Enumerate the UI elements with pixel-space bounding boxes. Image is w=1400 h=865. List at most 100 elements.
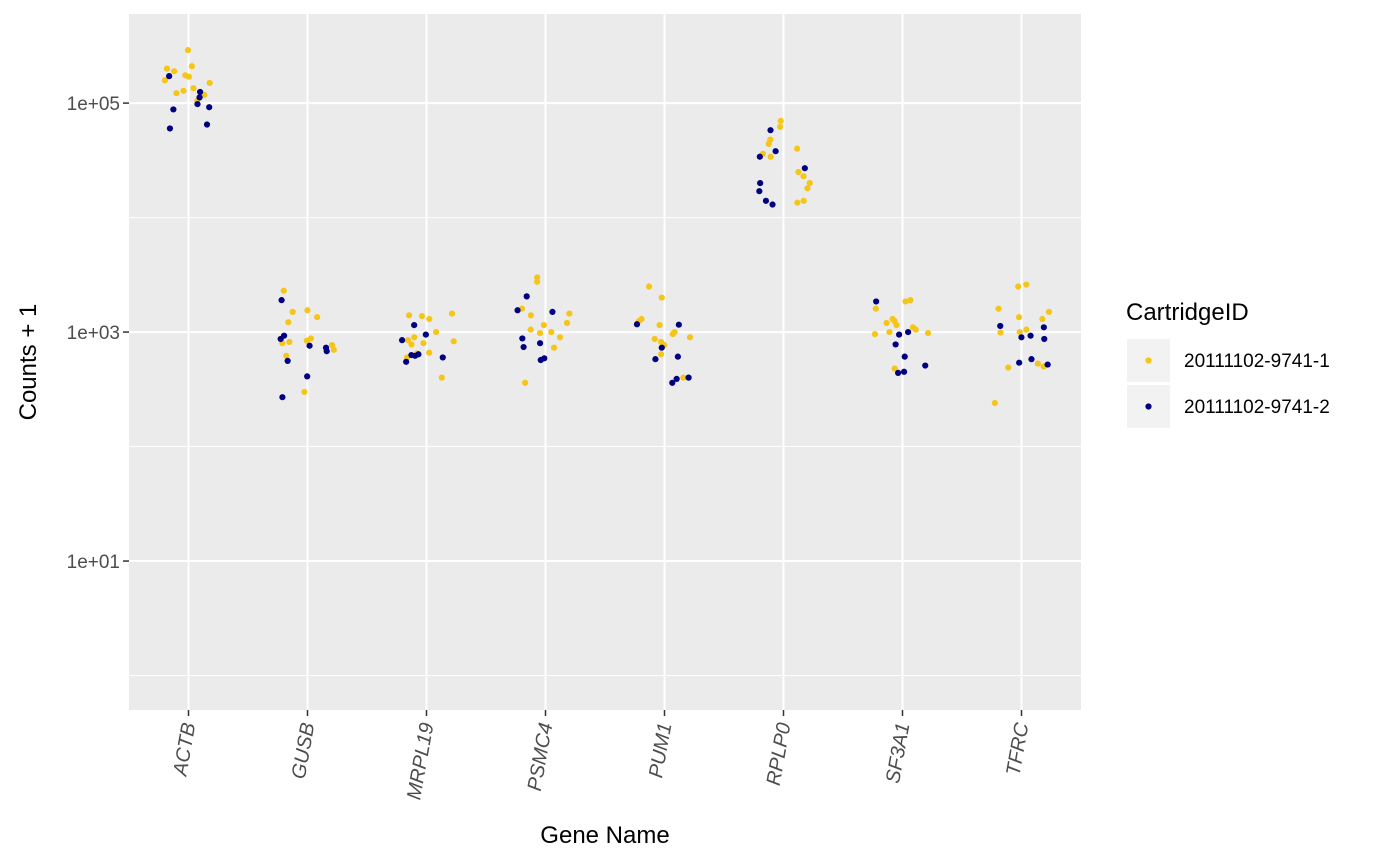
data-point bbox=[801, 165, 808, 172]
data-point bbox=[549, 308, 556, 316]
data-point bbox=[652, 356, 659, 363]
data-point bbox=[527, 326, 534, 333]
data-point bbox=[675, 321, 682, 328]
x-tick-label: GUSB bbox=[288, 721, 320, 781]
data-point bbox=[206, 104, 213, 111]
data-point bbox=[196, 94, 203, 101]
x-axis-title: Gene Name bbox=[540, 822, 669, 849]
data-point bbox=[448, 310, 456, 317]
data-point bbox=[323, 348, 330, 355]
data-point bbox=[433, 328, 440, 336]
legend: CartridgeID 20111102-9741-1 20111102-9741… bbox=[1126, 299, 1330, 428]
y-tick-label: 1e+01 bbox=[67, 552, 120, 573]
x-tick-label: PSMC4 bbox=[524, 721, 558, 793]
data-point bbox=[772, 148, 779, 155]
data-point bbox=[777, 117, 784, 124]
data-point bbox=[794, 145, 801, 152]
data-point bbox=[995, 305, 1002, 312]
data-point bbox=[757, 180, 764, 187]
data-point bbox=[206, 79, 213, 87]
y-tick-label: 1e+05 bbox=[67, 94, 120, 115]
data-point bbox=[566, 310, 573, 317]
data-point bbox=[285, 319, 292, 326]
data-point bbox=[180, 87, 187, 94]
data-point bbox=[439, 354, 446, 361]
data-point bbox=[411, 322, 418, 329]
data-point bbox=[418, 312, 426, 320]
data-point bbox=[523, 293, 530, 300]
data-point bbox=[304, 373, 311, 380]
data-point bbox=[806, 180, 813, 187]
data-point bbox=[301, 388, 308, 396]
data-point bbox=[289, 308, 296, 316]
data-point bbox=[656, 322, 663, 329]
data-point bbox=[871, 330, 878, 338]
data-point bbox=[170, 106, 177, 113]
data-point bbox=[284, 357, 291, 364]
data-point bbox=[188, 63, 196, 70]
data-point bbox=[537, 356, 544, 364]
data-point bbox=[527, 312, 534, 319]
data-point bbox=[422, 331, 429, 338]
data-point bbox=[907, 297, 914, 304]
data-point bbox=[1016, 328, 1023, 336]
data-point bbox=[804, 185, 811, 192]
data-point bbox=[800, 197, 807, 204]
data-point bbox=[519, 335, 526, 342]
legend-title: CartridgeID bbox=[1126, 299, 1249, 326]
data-point bbox=[1016, 359, 1023, 366]
data-point bbox=[795, 168, 802, 176]
data-point bbox=[756, 188, 763, 195]
data-point bbox=[892, 341, 899, 348]
data-point bbox=[166, 125, 174, 132]
data-point bbox=[405, 312, 413, 319]
data-point bbox=[651, 335, 658, 343]
data-point bbox=[1015, 314, 1023, 321]
data-point bbox=[411, 334, 418, 341]
data-point bbox=[680, 374, 687, 381]
data-point bbox=[426, 315, 433, 323]
data-point bbox=[408, 341, 415, 348]
data-point bbox=[420, 340, 427, 347]
data-point bbox=[891, 365, 898, 372]
data-point bbox=[163, 65, 171, 72]
data-points bbox=[161, 47, 1053, 407]
data-point bbox=[550, 344, 558, 351]
legend-label: 20111102-9741-2 bbox=[1184, 397, 1330, 418]
data-point bbox=[411, 352, 419, 359]
data-point bbox=[902, 298, 909, 305]
data-point bbox=[173, 90, 180, 97]
data-point bbox=[277, 335, 284, 343]
x-tick-label: RPLP0 bbox=[763, 721, 796, 787]
data-point bbox=[556, 334, 564, 341]
data-point bbox=[184, 47, 192, 54]
data-point bbox=[900, 368, 908, 375]
legend-key-point bbox=[1145, 357, 1152, 364]
data-point bbox=[304, 307, 311, 314]
data-point bbox=[997, 322, 1004, 330]
data-point bbox=[203, 121, 211, 128]
data-point bbox=[438, 374, 445, 381]
data-point bbox=[1028, 356, 1035, 363]
data-point bbox=[1018, 334, 1025, 341]
data-point bbox=[330, 346, 337, 353]
data-point bbox=[769, 201, 776, 208]
data-point bbox=[767, 153, 774, 160]
data-point bbox=[756, 153, 763, 160]
data-point bbox=[685, 374, 692, 381]
data-point bbox=[633, 321, 641, 328]
data-point bbox=[1044, 361, 1051, 368]
data-point bbox=[922, 362, 929, 369]
data-point bbox=[166, 73, 173, 80]
x-tick-label: TFRC bbox=[1002, 721, 1033, 778]
data-point bbox=[901, 353, 908, 360]
data-point bbox=[540, 322, 547, 329]
data-point bbox=[800, 173, 807, 180]
data-point bbox=[403, 358, 410, 365]
data-point bbox=[534, 278, 541, 285]
data-point bbox=[536, 340, 544, 347]
data-point bbox=[404, 337, 412, 344]
data-point bbox=[548, 328, 555, 336]
data-point bbox=[674, 353, 681, 360]
